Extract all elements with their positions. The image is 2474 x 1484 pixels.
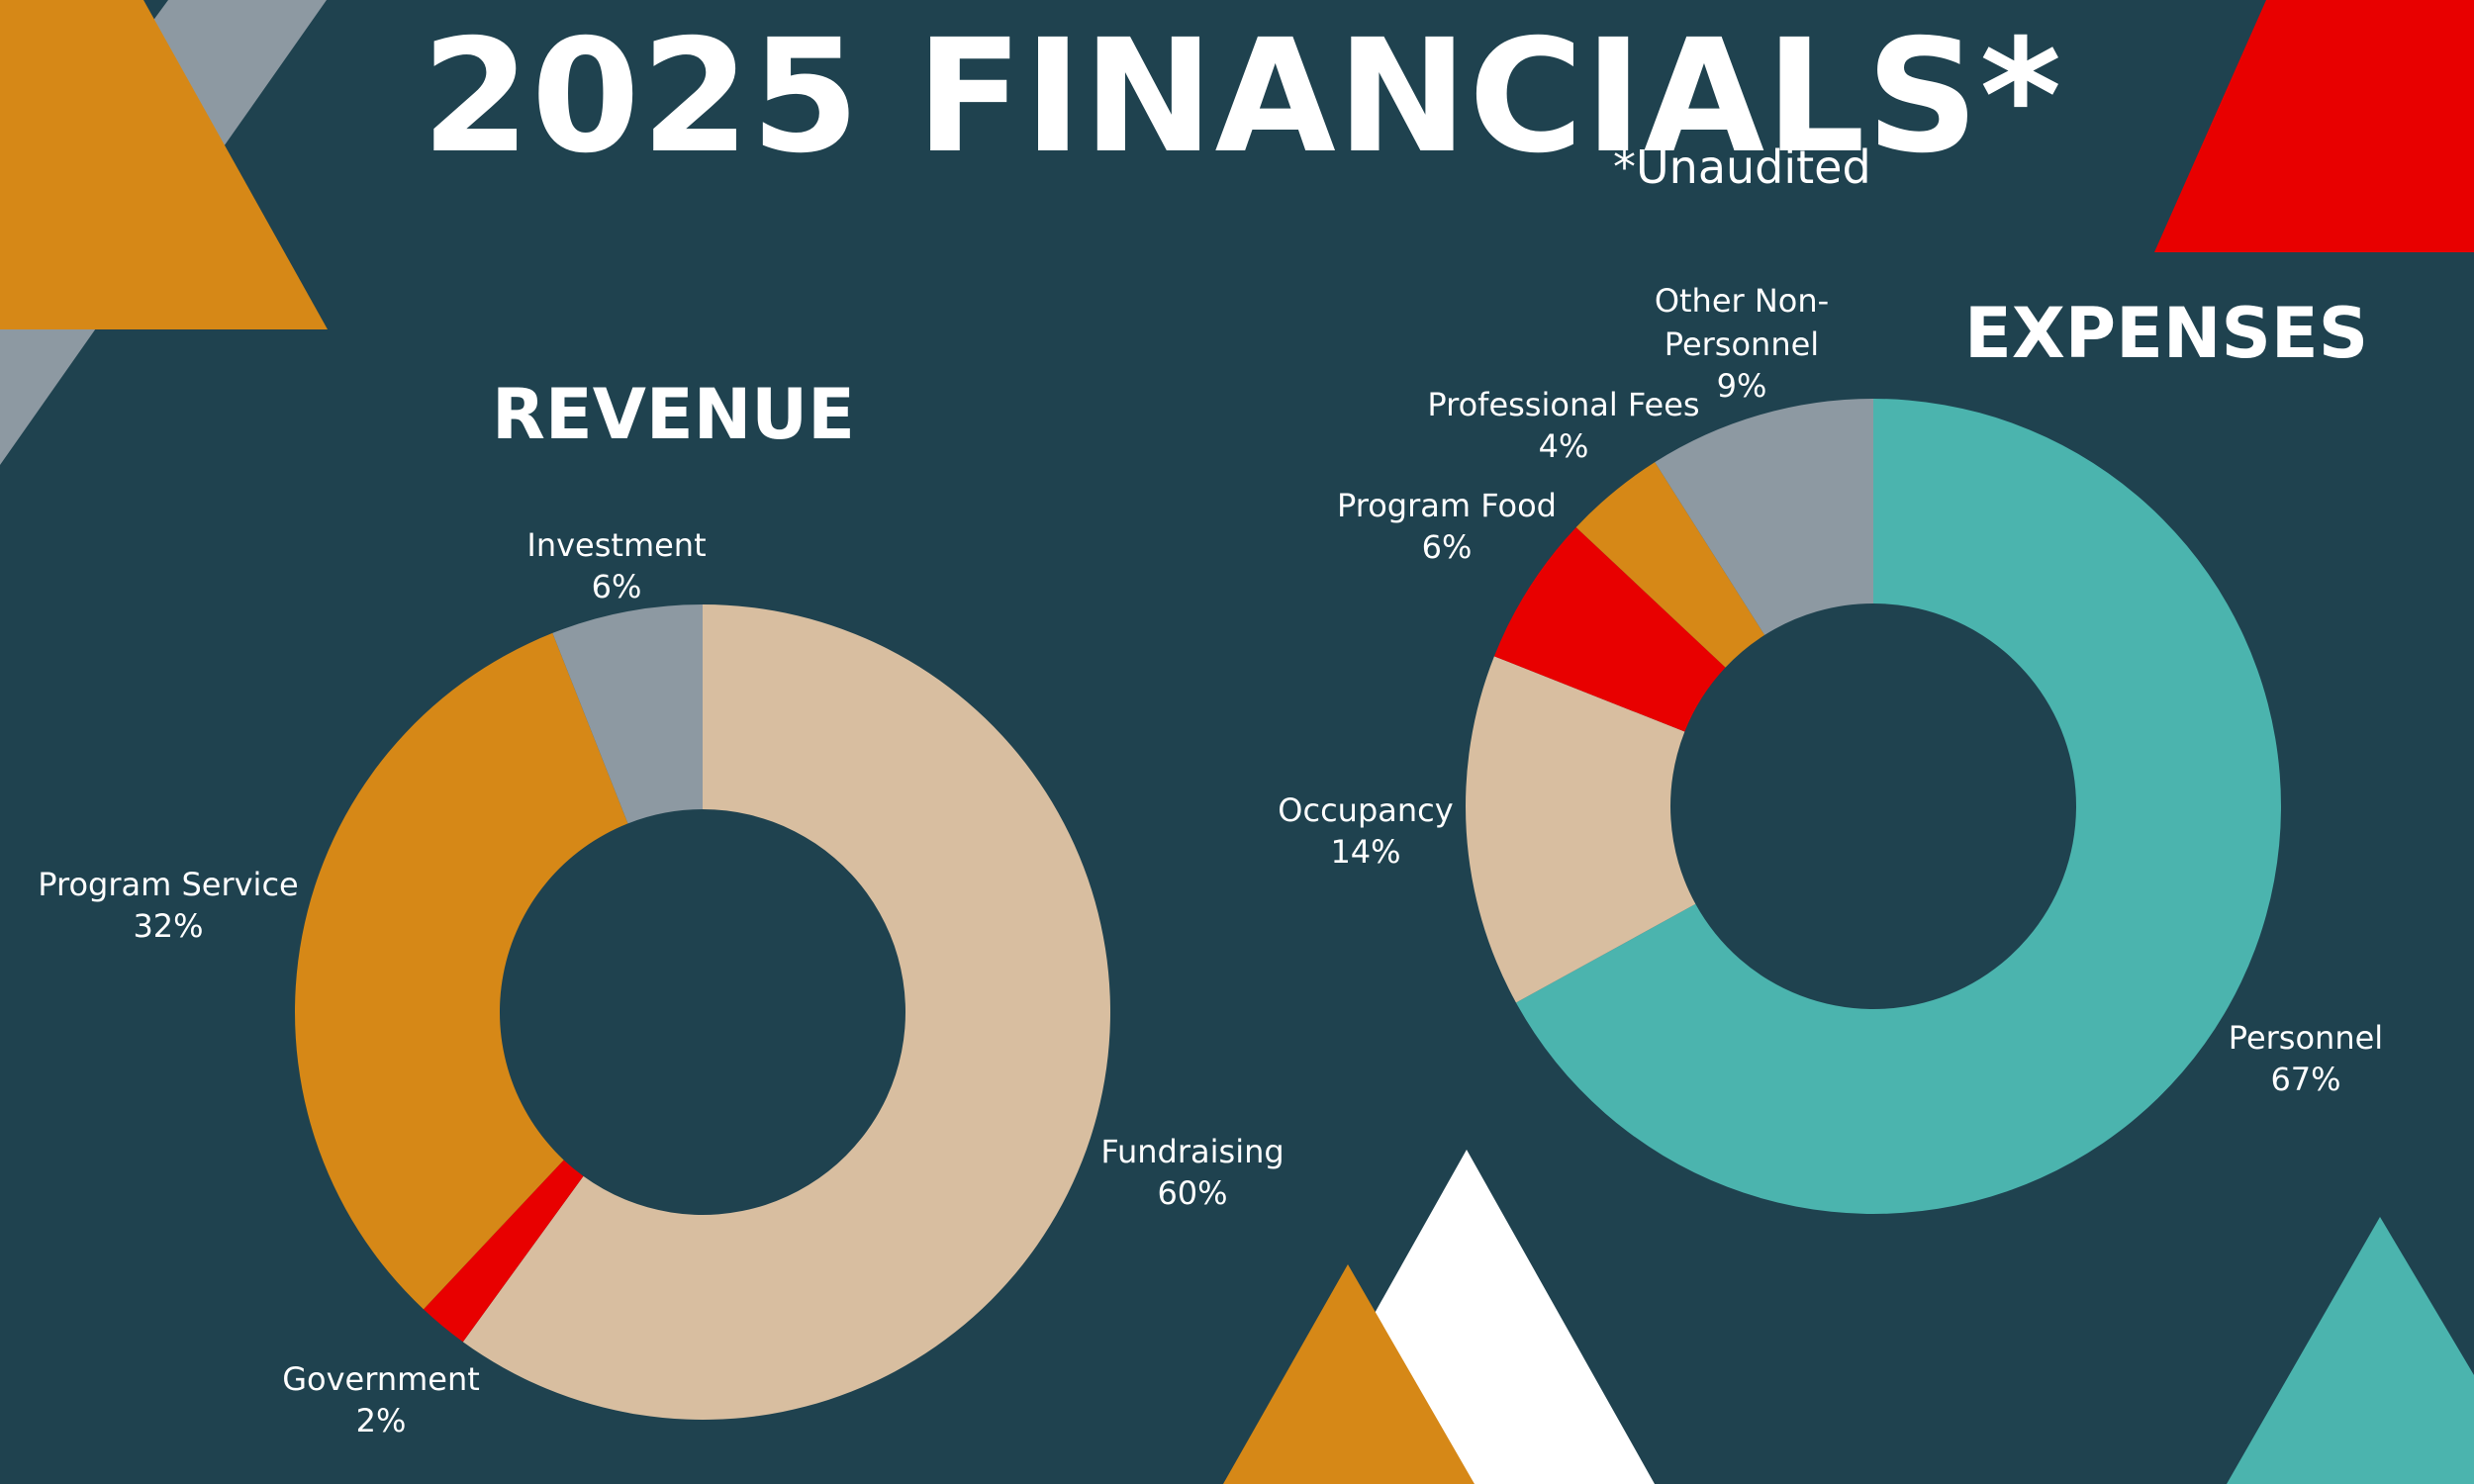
expenses-value-professional-fees: 4% xyxy=(1539,427,1589,465)
unaudited-note: *Unaudited xyxy=(1613,140,1871,194)
expenses-value-program-food: 6% xyxy=(1422,528,1473,566)
orange-triangle-top-left xyxy=(0,0,328,329)
expenses-slice-other-non-personnel xyxy=(1655,399,1873,635)
revenue-value-government: 2% xyxy=(356,1402,407,1439)
expenses-value-personnel: 67% xyxy=(2270,1061,2340,1098)
expenses-slice-personnel xyxy=(1515,399,2281,1214)
expenses-label-other-non-personnel: Other Non-Personnel xyxy=(1655,282,1829,363)
revenue-slice-investment xyxy=(552,604,703,824)
revenue-label-investment: Investment xyxy=(526,526,706,564)
expenses-slice-professional-fees xyxy=(1575,462,1765,668)
revenue-slice-government xyxy=(423,1159,584,1343)
revenue-label-program-service: Program Service xyxy=(38,866,298,903)
expenses-label-occupancy: Occupancy xyxy=(1278,791,1453,829)
expenses-slice-occupancy xyxy=(1466,656,1696,1003)
orange-triangle-bottom xyxy=(1223,1264,1475,1484)
revenue-value-fundraising: 60% xyxy=(1157,1174,1227,1212)
expenses-label-professional-fees: Professional Fees xyxy=(1427,386,1699,423)
revenue-label-government: Government xyxy=(282,1360,480,1398)
red-triangle-top-right xyxy=(2154,0,2474,252)
revenue-slice-program-service xyxy=(294,632,628,1310)
revenue-value-program-service: 32% xyxy=(133,907,203,945)
expenses-chart-title: EXPENSES xyxy=(1964,293,2369,374)
expenses-value-other-non-personnel: 9% xyxy=(1717,367,1767,405)
expenses-label-personnel: Personnel xyxy=(2229,1019,2383,1057)
expenses-slice-program-food xyxy=(1493,526,1726,732)
revenue-chart-title: REVENUE xyxy=(492,374,855,455)
revenue-label-fundraising: Fundraising xyxy=(1100,1133,1284,1170)
revenue-value-investment: 6% xyxy=(592,568,642,605)
revenue-slice-fundraising xyxy=(462,604,1111,1421)
page-title: 2025 FINANCIALS* xyxy=(421,6,2063,188)
expenses-label-program-food: Program Food xyxy=(1337,487,1557,524)
expenses-value-occupancy: 14% xyxy=(1330,833,1400,871)
teal-triangle-bottom-right xyxy=(2227,1217,2474,1484)
